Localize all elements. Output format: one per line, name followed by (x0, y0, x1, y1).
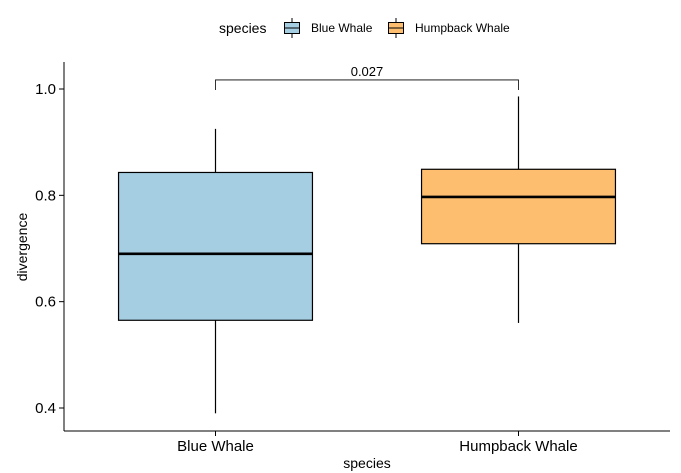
x-tick-label: Humpback Whale (459, 438, 577, 455)
bracket-line (215, 79, 519, 90)
x-axis-title: species (343, 455, 390, 471)
y-tick-label: 1.0 (35, 81, 56, 98)
legend-title: species (219, 20, 266, 36)
x-ticks: Blue Whale Humpback Whale (177, 431, 578, 455)
legend-key-humpback-whale (388, 18, 404, 38)
legend-label-blue-whale: Blue Whale (311, 21, 373, 35)
box-iqr (117, 171, 314, 321)
y-tick-label: 0.6 (35, 294, 56, 311)
box-humpback-whale (420, 96, 617, 323)
boxes (117, 96, 617, 414)
legend-label-humpback-whale: Humpback Whale (415, 21, 510, 35)
y-tick-label: 0.8 (35, 187, 56, 204)
legend-key-blue-whale (284, 18, 300, 38)
significance-bracket: 0.027 (215, 64, 519, 90)
box-iqr (420, 168, 617, 245)
y-ticks: 0.4 0.6 0.8 1.0 (35, 81, 64, 417)
y-tick-label: 0.4 (35, 400, 56, 417)
annotations: 0.027 (215, 64, 519, 90)
x-tick-label: Blue Whale (177, 438, 254, 455)
box-blue-whale (117, 128, 314, 414)
p-value-label: 0.027 (351, 64, 384, 79)
y-axis-title: divergence (14, 213, 30, 282)
legend: species Blue Whale Humpback Whale (219, 18, 510, 38)
